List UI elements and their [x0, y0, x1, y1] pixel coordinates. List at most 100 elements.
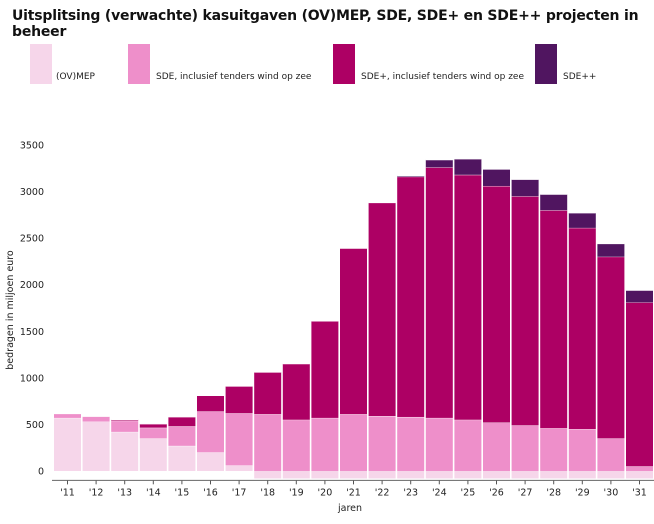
legend-label-sde: SDE, inclusief tenders wind op zee: [156, 72, 312, 82]
y-tick-label: 1500: [20, 327, 44, 338]
bar-segment: [54, 413, 81, 418]
bar-segment: [454, 419, 482, 471]
bar-segment: [626, 471, 653, 479]
bar-segment: [425, 417, 453, 471]
bar-segment: [111, 419, 139, 421]
bar-segment: [511, 471, 539, 479]
bar-segment: [568, 429, 596, 471]
bar-segment: [311, 321, 339, 418]
legend-swatch-sdeplus: [333, 44, 355, 84]
bar-segment: [425, 159, 453, 168]
bar-segment: [597, 471, 625, 479]
bar-segment: [397, 176, 425, 417]
bar-segment: [454, 471, 482, 479]
x-tick-label: '24: [432, 487, 447, 498]
bar-segment: [397, 175, 425, 177]
bar-segment: [139, 438, 167, 471]
bar-segment: [340, 471, 367, 479]
legend-swatch-sde: [128, 44, 150, 84]
bar-segment: [511, 196, 539, 426]
bar-segment: [254, 471, 282, 479]
bar-segment: [340, 248, 367, 415]
bar-segment: [540, 471, 568, 479]
bar-segment: [225, 386, 253, 414]
x-axis-label: jaren: [337, 503, 362, 514]
x-tick-label: '15: [175, 487, 190, 498]
bar-segment: [82, 416, 110, 422]
chart-title: Uitsplitsing (verwachte) kasuitgaven (OV…: [12, 8, 639, 40]
bar-segment: [311, 417, 339, 471]
x-tick-label: '19: [289, 487, 304, 498]
bar-segment: [197, 395, 224, 412]
bar-segment: [254, 372, 282, 415]
bar-segment: [282, 419, 310, 471]
x-tick-label: '30: [604, 487, 619, 498]
y-tick-label: 2000: [20, 280, 44, 291]
bar-segment: [483, 471, 510, 479]
bar-segment: [626, 302, 653, 467]
bar-segment: [139, 423, 167, 428]
bar-segment: [225, 465, 253, 471]
legend-swatch-sdeplusplus: [535, 44, 557, 84]
y-tick-label: 3000: [20, 187, 44, 198]
bar-segment: [540, 210, 568, 429]
x-tick-label: '13: [117, 487, 132, 498]
bar-segment: [597, 256, 625, 439]
bar-segment: [568, 227, 596, 430]
x-tick-label: '26: [489, 487, 504, 498]
legend-label-sdeplusplus: SDE++: [563, 72, 597, 82]
bar-segment: [540, 194, 568, 211]
bar-segment: [483, 422, 510, 471]
bar-segment: [397, 471, 425, 479]
y-tick-label: 0: [38, 467, 44, 478]
x-tick-label: '14: [146, 487, 161, 498]
bar-segment: [311, 471, 339, 479]
bar-segment: [425, 167, 453, 418]
bar-segment: [197, 411, 224, 453]
bar-segment: [282, 471, 310, 479]
x-tick-label: '27: [518, 487, 533, 498]
bar-segment: [139, 427, 167, 439]
bar-segment: [197, 452, 224, 471]
x-tick-label: '20: [318, 487, 333, 498]
x-tick-label: '17: [232, 487, 247, 498]
bar-segment: [111, 431, 139, 471]
bar-segment: [626, 290, 653, 303]
x-tick-label: '29: [575, 487, 590, 498]
y-tick-label: 1000: [20, 373, 44, 384]
x-tick-label: '18: [260, 487, 275, 498]
bar-segment: [626, 466, 653, 471]
bar-segment: [282, 363, 310, 420]
bar-segment: [82, 421, 110, 471]
bar-segment: [483, 169, 510, 186]
bar-segment: [454, 158, 482, 175]
x-tick-label: '12: [89, 487, 104, 498]
x-tick-label: '28: [546, 487, 561, 498]
bar-segment: [397, 416, 425, 471]
bar-segment: [111, 420, 139, 432]
bar-segment: [168, 426, 196, 446]
bar-segment: [597, 438, 625, 471]
legend-label-ovmep: (OV)MEP: [56, 72, 95, 82]
legend-swatch-ovmep: [30, 44, 52, 84]
bar-segment: [454, 174, 482, 420]
bar-segment: [425, 471, 453, 479]
bar-segment: [368, 471, 396, 479]
x-tick-label: '25: [461, 487, 476, 498]
y-tick-label: 3500: [20, 141, 44, 152]
x-tick-label: '22: [375, 487, 390, 498]
bar-segment: [254, 414, 282, 471]
bar-segment: [54, 417, 81, 471]
x-tick-label: '23: [403, 487, 418, 498]
bar-segment: [368, 202, 396, 417]
x-tick-label: '16: [203, 487, 218, 498]
bar-segment: [368, 416, 396, 471]
bar-segment: [340, 414, 367, 471]
x-tick-label: '11: [60, 487, 75, 498]
y-tick-label: 500: [26, 420, 44, 431]
y-tick-label: 2500: [20, 234, 44, 245]
bar-segment: [168, 416, 196, 427]
bar-segment: [540, 428, 568, 471]
bar-segment: [568, 212, 596, 228]
